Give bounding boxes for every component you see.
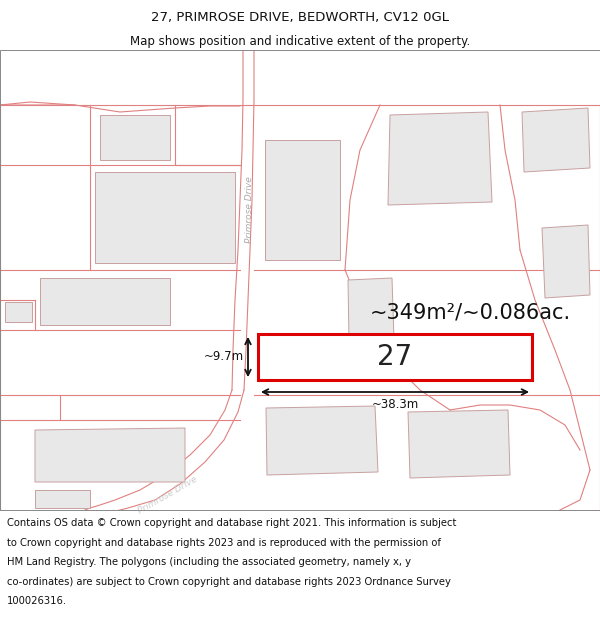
Text: co-ordinates) are subject to Crown copyright and database rights 2023 Ordnance S: co-ordinates) are subject to Crown copyr… [7, 577, 451, 587]
Text: ~9.7m: ~9.7m [204, 351, 244, 364]
Text: 27, PRIMROSE DRIVE, BEDWORTH, CV12 0GL: 27, PRIMROSE DRIVE, BEDWORTH, CV12 0GL [151, 11, 449, 24]
Text: Primrose Drive: Primrose Drive [137, 474, 199, 516]
Text: Primrose Drive: Primrose Drive [245, 177, 254, 243]
Polygon shape [265, 140, 340, 260]
Polygon shape [35, 490, 90, 508]
Text: 27: 27 [377, 343, 413, 371]
Polygon shape [408, 410, 510, 478]
Polygon shape [388, 112, 492, 205]
Polygon shape [100, 115, 170, 160]
Text: HM Land Registry. The polygons (including the associated geometry, namely x, y: HM Land Registry. The polygons (includin… [7, 557, 411, 567]
Polygon shape [542, 225, 590, 298]
Polygon shape [522, 108, 590, 172]
Text: 100026316.: 100026316. [7, 596, 67, 606]
Text: Map shows position and indicative extent of the property.: Map shows position and indicative extent… [130, 35, 470, 48]
Polygon shape [5, 302, 32, 322]
Bar [258, 334, 532, 380]
Text: to Crown copyright and database rights 2023 and is reproduced with the permissio: to Crown copyright and database rights 2… [7, 538, 441, 548]
Text: Contains OS data © Crown copyright and database right 2021. This information is : Contains OS data © Crown copyright and d… [7, 518, 457, 528]
Polygon shape [348, 278, 394, 342]
Text: ~349m²/~0.086ac.: ~349m²/~0.086ac. [370, 302, 571, 322]
Text: ~38.3m: ~38.3m [371, 398, 419, 411]
Polygon shape [95, 172, 235, 263]
Polygon shape [35, 428, 185, 482]
Polygon shape [40, 278, 170, 325]
Polygon shape [266, 406, 378, 475]
